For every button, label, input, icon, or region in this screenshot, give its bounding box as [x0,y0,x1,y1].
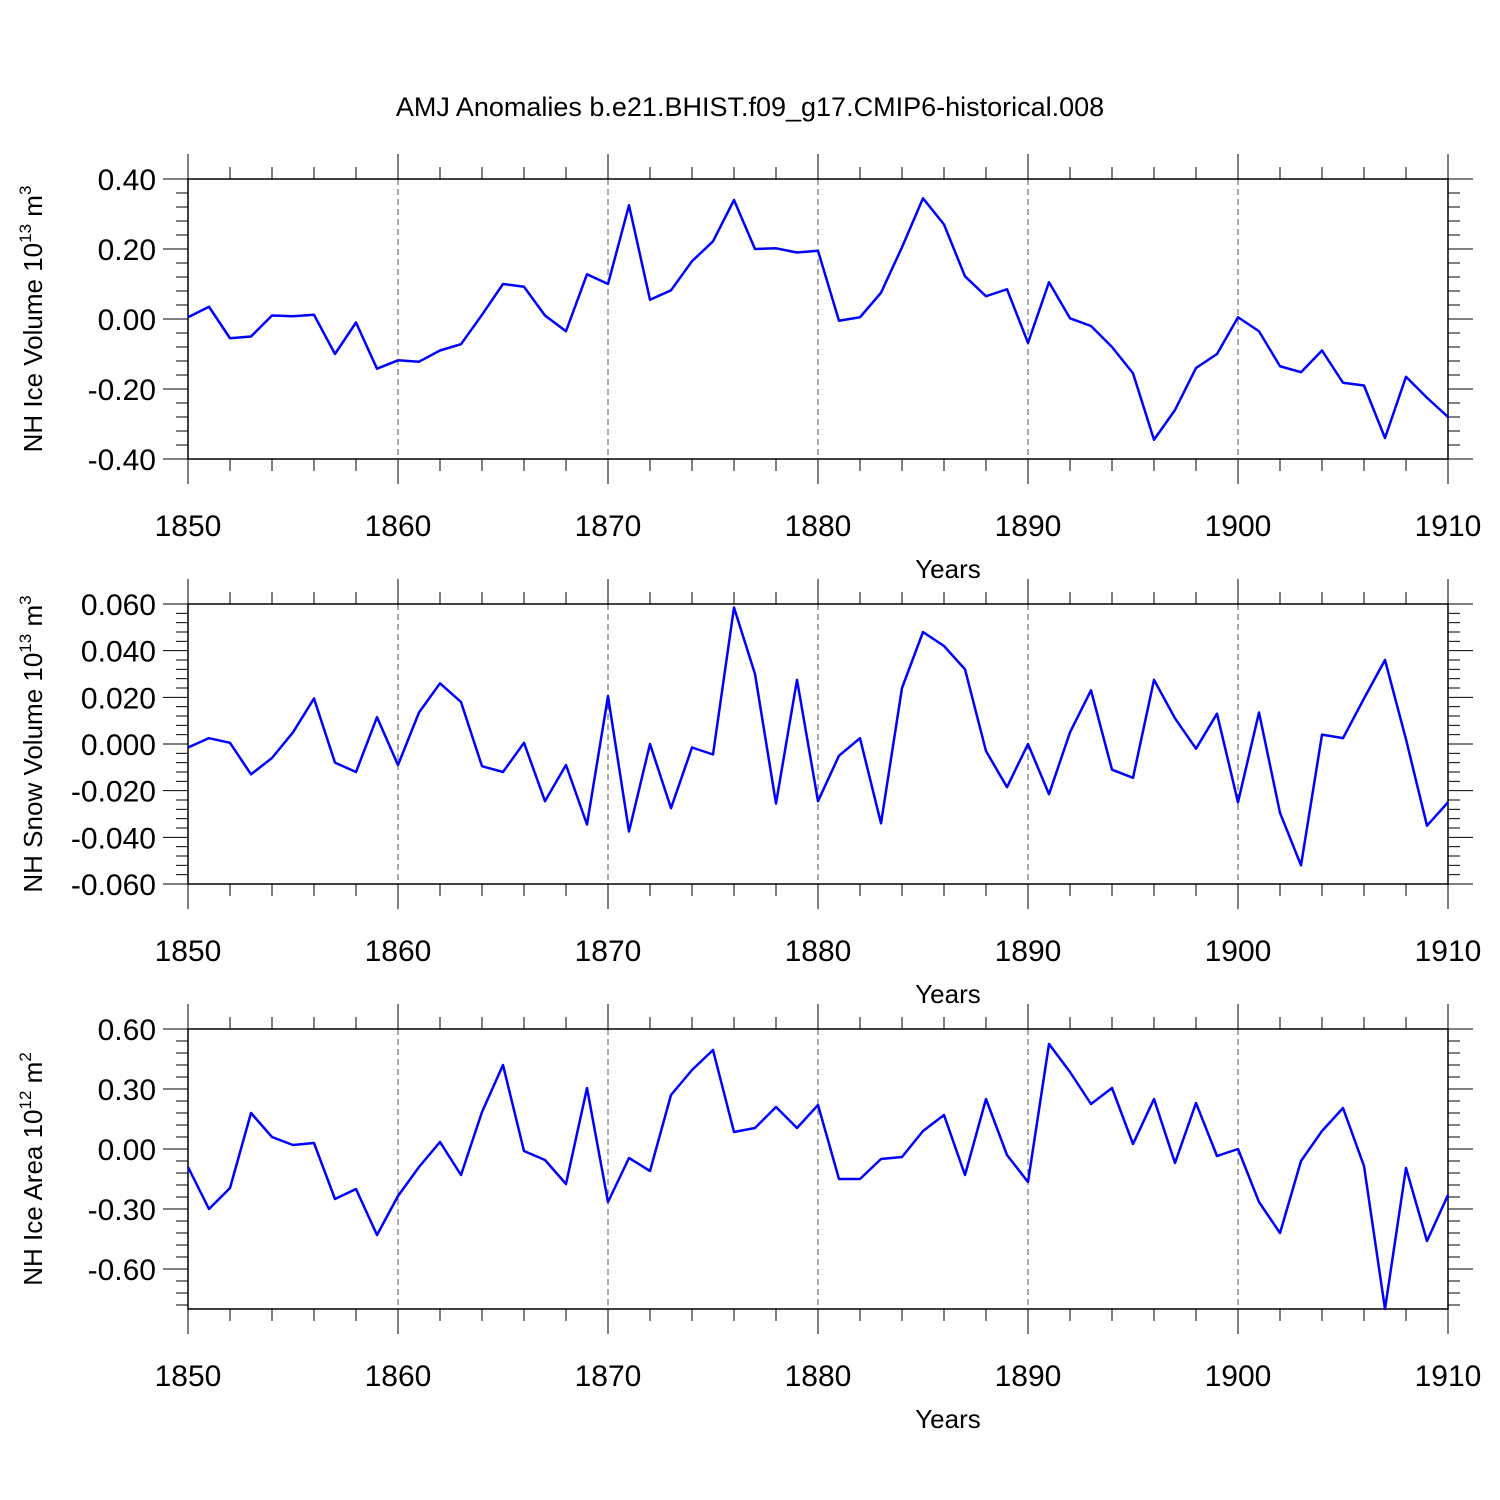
panel-3: -0.60 -0.30 0.00 0.30 0.60 1850 1860 1870 1880 18… [16,1004,1481,1434]
x-axis-label: Years [915,1404,981,1434]
x-tick-label: 1910 [1415,935,1482,968]
x-tick-label: 1900 [1205,1360,1272,1393]
x-axis-label: Years [915,554,981,584]
y-axis-label: NH Snow Volume 1013 m3 [16,595,48,892]
x-tick-label: 1890 [995,935,1062,968]
y-tick-label: -0.060 [71,869,156,902]
series-line [187,197,1449,441]
y-tick-label: -0.020 [71,776,156,809]
y-tick-label: 0.20 [98,234,156,267]
y-tick-label: -0.60 [88,1254,156,1287]
y-axis-label-unit-exponent: 3 [16,595,35,604]
x-tick-label: 1880 [785,510,852,543]
y-tick-label: 0.00 [98,1134,156,1167]
y-tick-label: 0.060 [81,589,156,622]
x-tick-label: 1890 [995,1360,1062,1393]
y-tick-label: 0.040 [81,636,156,669]
y-axis-label: NH Ice Volume 1013 m3 [16,186,48,453]
y-axis-label-unit: m [18,1062,48,1091]
y-axis-label: NH Ice Area 1012 m2 [16,1052,48,1286]
y-axis-label-exponent: 12 [16,1091,35,1110]
x-tick-label: 1910 [1415,1360,1482,1393]
y-axis-label-unit-exponent: 2 [16,1052,35,1061]
x-tick-label: 1900 [1205,935,1272,968]
y-tick-label: 0.000 [81,729,156,762]
x-tick-label: 1860 [365,935,432,968]
x-tick-label: 1850 [155,1360,222,1393]
y-axis-label-exponent: 13 [16,634,35,653]
y-axis-label-base: NH Ice Area 10 [18,1109,48,1285]
y-tick-label: -0.040 [71,822,156,855]
x-axis-label: Years [915,979,981,1009]
y-axis-label-unit-exponent: 3 [16,186,35,195]
x-tick-label: 1850 [155,510,222,543]
x-tick-label: 1910 [1415,510,1482,543]
x-tick-label: 1860 [365,510,432,543]
y-axis-label-unit: m [18,195,48,224]
x-tick-label: 1850 [155,935,222,968]
y-tick-label: -0.40 [88,444,156,477]
y-axis-label-exponent: 13 [16,224,35,243]
y-tick-label: 0.020 [81,682,156,715]
y-tick-label: 0.60 [98,1014,156,1047]
panel-1: -0.40 -0.20 0.00 0.20 0.40 1850 1860 1870 1880 18… [16,154,1481,584]
y-axis-label-base: NH Ice Volume 10 [18,243,48,453]
x-tick-label: 1870 [575,935,642,968]
y-axis-label-unit: m [18,605,48,634]
x-tick-label: 1870 [575,510,642,543]
panel-2: -0.060 -0.040 -0.020 0.000 0.020 0.040 0.060 18… [16,579,1481,1009]
y-tick-label: 0.00 [98,304,156,337]
y-axis-label-base: NH Snow Volume 10 [18,653,48,893]
x-tick-label: 1880 [785,935,852,968]
series-line [186,1042,1450,1311]
figure-title: AMJ Anomalies b.e21.BHIST.f09_g17.CMIP6-… [396,92,1104,122]
y-tick-label: -0.20 [88,374,156,407]
x-tick-label: 1900 [1205,510,1272,543]
x-tick-label: 1860 [365,1360,432,1393]
y-tick-label: -0.30 [88,1194,156,1227]
y-tick-label: 0.30 [98,1074,156,1107]
x-tick-label: 1870 [575,1360,642,1393]
x-tick-label: 1880 [785,1360,852,1393]
series-line [187,606,1449,867]
y-tick-label: 0.40 [98,164,156,197]
x-tick-label: 1890 [995,510,1062,543]
